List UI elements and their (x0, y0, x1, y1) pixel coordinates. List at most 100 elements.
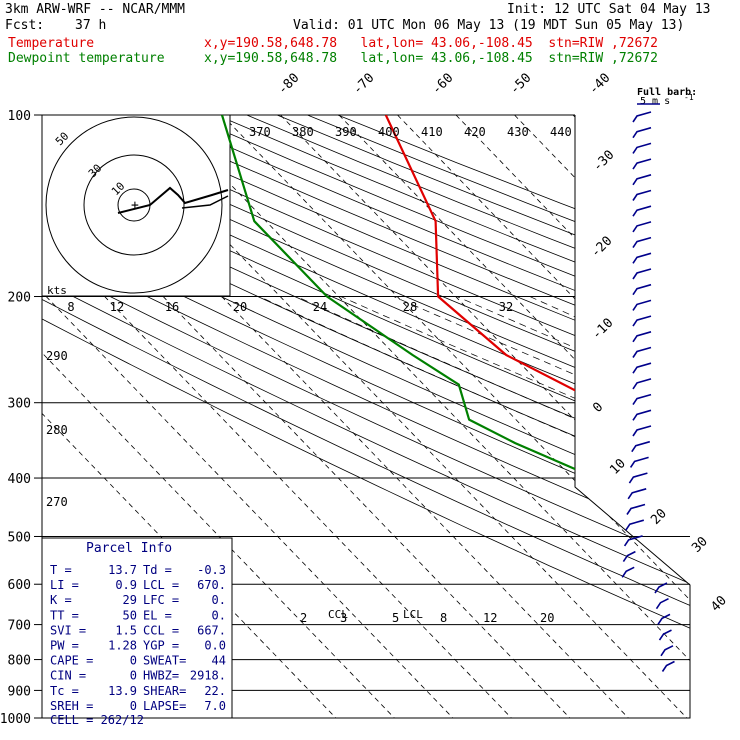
theta-label: 270 (46, 495, 68, 509)
dry-adiabat (42, 115, 690, 718)
mixing-ratio-label: 2 (300, 611, 307, 625)
forecast-hour: 37 h (75, 18, 107, 33)
wind-barb (632, 126, 652, 139)
isotherm-label: -40 (586, 71, 613, 98)
wind-barb (632, 299, 652, 311)
wind-barb (622, 550, 636, 563)
wind-barb (627, 488, 647, 500)
wind-barb (632, 189, 652, 201)
moist-adiabat-label: 32 (499, 300, 513, 314)
isotherm-label: 30 (689, 534, 711, 556)
parcel-param-value: 0. (212, 608, 226, 622)
parcel-param-value: 1.28 (108, 639, 137, 653)
moist-adiabat-label: 8 (67, 300, 74, 314)
parcel-param-value: 0 (130, 669, 137, 683)
temperature-location: x,y=190.58,648.78 lat,lon= 43.06,-108.45… (204, 36, 658, 51)
wind-barb (623, 535, 643, 547)
parcel-param-name: Tc = (50, 684, 79, 698)
theta-label: 370 (249, 125, 271, 139)
dewpoint-location: x,y=190.58,648.78 lat,lon= 43.06,-108.45… (204, 51, 658, 66)
lcl-marker: LCL (403, 608, 423, 621)
parcel-param-name: SHEAR= (143, 684, 186, 698)
moist-adiabat-label: 16 (165, 300, 179, 314)
hodograph-ring (83, 154, 185, 256)
parcel-param-value: 0.0 (204, 639, 226, 653)
isotherm-label: 20 (648, 506, 670, 528)
wind-barb (658, 629, 672, 641)
isotherm-line (689, 115, 690, 718)
wind-barb (632, 393, 652, 406)
hodograph-trace (181, 195, 229, 209)
temperature-line (384, 115, 690, 654)
forecast-label: Fcst: (5, 18, 45, 33)
mixing-ratio-label: 5 (392, 611, 399, 625)
init-time: Init: 12 UTC Sat 04 May 13 (507, 2, 711, 17)
parcel-param-name: LCL = (143, 578, 179, 592)
pressure-label: 600 (8, 578, 31, 593)
parcel-param-name: LAPSE= (143, 699, 186, 713)
isotherm-label: 0 (590, 400, 606, 416)
theta-label: 410 (421, 125, 443, 139)
mixing-ratio-label: 20 (540, 611, 554, 625)
isotherm-line (572, 115, 690, 718)
parcel-param-name: TT = (50, 608, 79, 622)
isotherm-line (42, 115, 454, 718)
parcel-param-name: LI = (50, 578, 79, 592)
isotherm-line (514, 115, 690, 718)
dry-adiabat (216, 115, 690, 718)
wind-barb (632, 315, 652, 327)
wind-barb (632, 346, 652, 358)
wind-barb (625, 519, 645, 531)
hodograph-ring (45, 116, 223, 294)
parcel-param-name: Td = (143, 563, 172, 577)
parcel-param-value: 2918. (190, 669, 226, 683)
moist-adiabat-label: 24 (313, 300, 327, 314)
isotherm-label: -20 (588, 234, 615, 261)
parcel-param-name: SWEAT= (143, 654, 186, 668)
wind-barb (654, 582, 668, 594)
pressure-label: 800 (8, 654, 31, 669)
isotherm-line (280, 115, 690, 718)
wind-legend-exponent: -1 (684, 93, 694, 102)
parcel-param-name: HWBZ= (143, 669, 179, 683)
wind-barb (629, 456, 649, 468)
wind-legend-title: Full barb: (637, 87, 697, 98)
dry-adiabat (186, 115, 690, 718)
parcel-param-value: 667. (197, 623, 226, 637)
wind-barb (661, 660, 675, 672)
mixing-ratio-label: 3 (340, 611, 347, 625)
isotherm-label: -30 (590, 148, 617, 175)
parcel-info-title: Parcel Info (86, 541, 172, 556)
wind-barb (632, 174, 652, 186)
parcel-param-value: -0.3 (197, 563, 226, 577)
parcel-param-value: 50 (123, 608, 137, 622)
pressure-label: 500 (8, 530, 31, 545)
wind-barb (632, 221, 652, 233)
moist-adiabat (259, 296, 690, 718)
moist-adiabat-label: 20 (233, 300, 247, 314)
isotherm-line (42, 115, 395, 718)
dry-adiabat (337, 115, 690, 718)
theta-label: 440 (550, 125, 572, 139)
theta-label: 400 (378, 125, 400, 139)
parcel-cell: CELL = 262/12 (50, 713, 144, 727)
wind-barb (632, 205, 652, 217)
isotherm-label: -10 (589, 316, 616, 343)
moist-adiabat (604, 296, 690, 718)
wind-barb (632, 111, 652, 123)
model-title: 3km ARW-WRF -- NCAR/MMM (5, 2, 186, 17)
parcel-info-box (41, 537, 233, 719)
wind-barb (655, 597, 669, 610)
wind-barb (657, 613, 671, 625)
pressure-label: 300 (8, 397, 31, 412)
pressure-label: 900 (8, 684, 31, 699)
isotherm-label: -80 (275, 71, 302, 98)
parcel-param-value: 1.5 (115, 623, 137, 637)
wind-barb (628, 472, 648, 484)
ccl-marker: CCL (328, 608, 348, 621)
dewpoint-legend: Dewpoint temperature (8, 51, 165, 66)
pressure-label: 100 (8, 109, 31, 124)
parcel-param-value: 0.9 (115, 578, 137, 592)
pressure-label: 400 (8, 472, 31, 487)
